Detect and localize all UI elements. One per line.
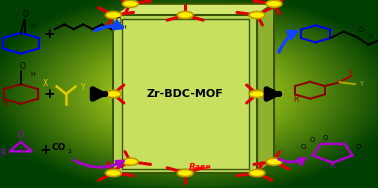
Ellipse shape	[122, 158, 138, 165]
Text: H: H	[30, 72, 35, 77]
Text: CO: CO	[51, 143, 65, 152]
Ellipse shape	[105, 11, 121, 19]
Polygon shape	[122, 19, 249, 169]
Text: O: O	[310, 137, 315, 143]
Ellipse shape	[266, 0, 282, 7]
Polygon shape	[130, 4, 274, 162]
Text: H: H	[368, 34, 373, 39]
Text: O: O	[22, 10, 28, 19]
Text: Y: Y	[359, 81, 363, 87]
Text: O: O	[18, 131, 24, 140]
Polygon shape	[113, 15, 257, 173]
Text: +: +	[40, 143, 51, 157]
Ellipse shape	[105, 90, 121, 98]
Text: X: X	[347, 69, 352, 75]
Text: Base: Base	[189, 163, 212, 172]
Ellipse shape	[249, 90, 265, 98]
Text: H: H	[121, 25, 126, 30]
Ellipse shape	[105, 169, 121, 177]
Ellipse shape	[266, 158, 282, 165]
Text: O: O	[322, 135, 328, 141]
Ellipse shape	[177, 11, 193, 19]
Text: Zr-BDC-MOF: Zr-BDC-MOF	[147, 89, 224, 99]
Text: X: X	[43, 79, 48, 88]
Text: O: O	[355, 143, 361, 149]
Polygon shape	[257, 4, 274, 173]
Text: H: H	[30, 23, 36, 29]
Ellipse shape	[249, 169, 265, 177]
Text: +: +	[43, 87, 55, 101]
Polygon shape	[113, 4, 274, 15]
Text: O: O	[115, 17, 121, 27]
Ellipse shape	[122, 0, 138, 7]
Text: R: R	[2, 99, 7, 108]
Text: Y: Y	[81, 83, 85, 92]
Text: O: O	[359, 27, 364, 33]
Ellipse shape	[249, 11, 265, 19]
Text: +: +	[43, 27, 55, 41]
Text: O: O	[20, 62, 26, 71]
Text: R: R	[0, 149, 5, 158]
Text: R: R	[329, 161, 334, 170]
Text: R: R	[293, 95, 298, 104]
Ellipse shape	[177, 169, 193, 177]
Text: 2: 2	[67, 149, 71, 154]
Text: O: O	[301, 143, 306, 149]
